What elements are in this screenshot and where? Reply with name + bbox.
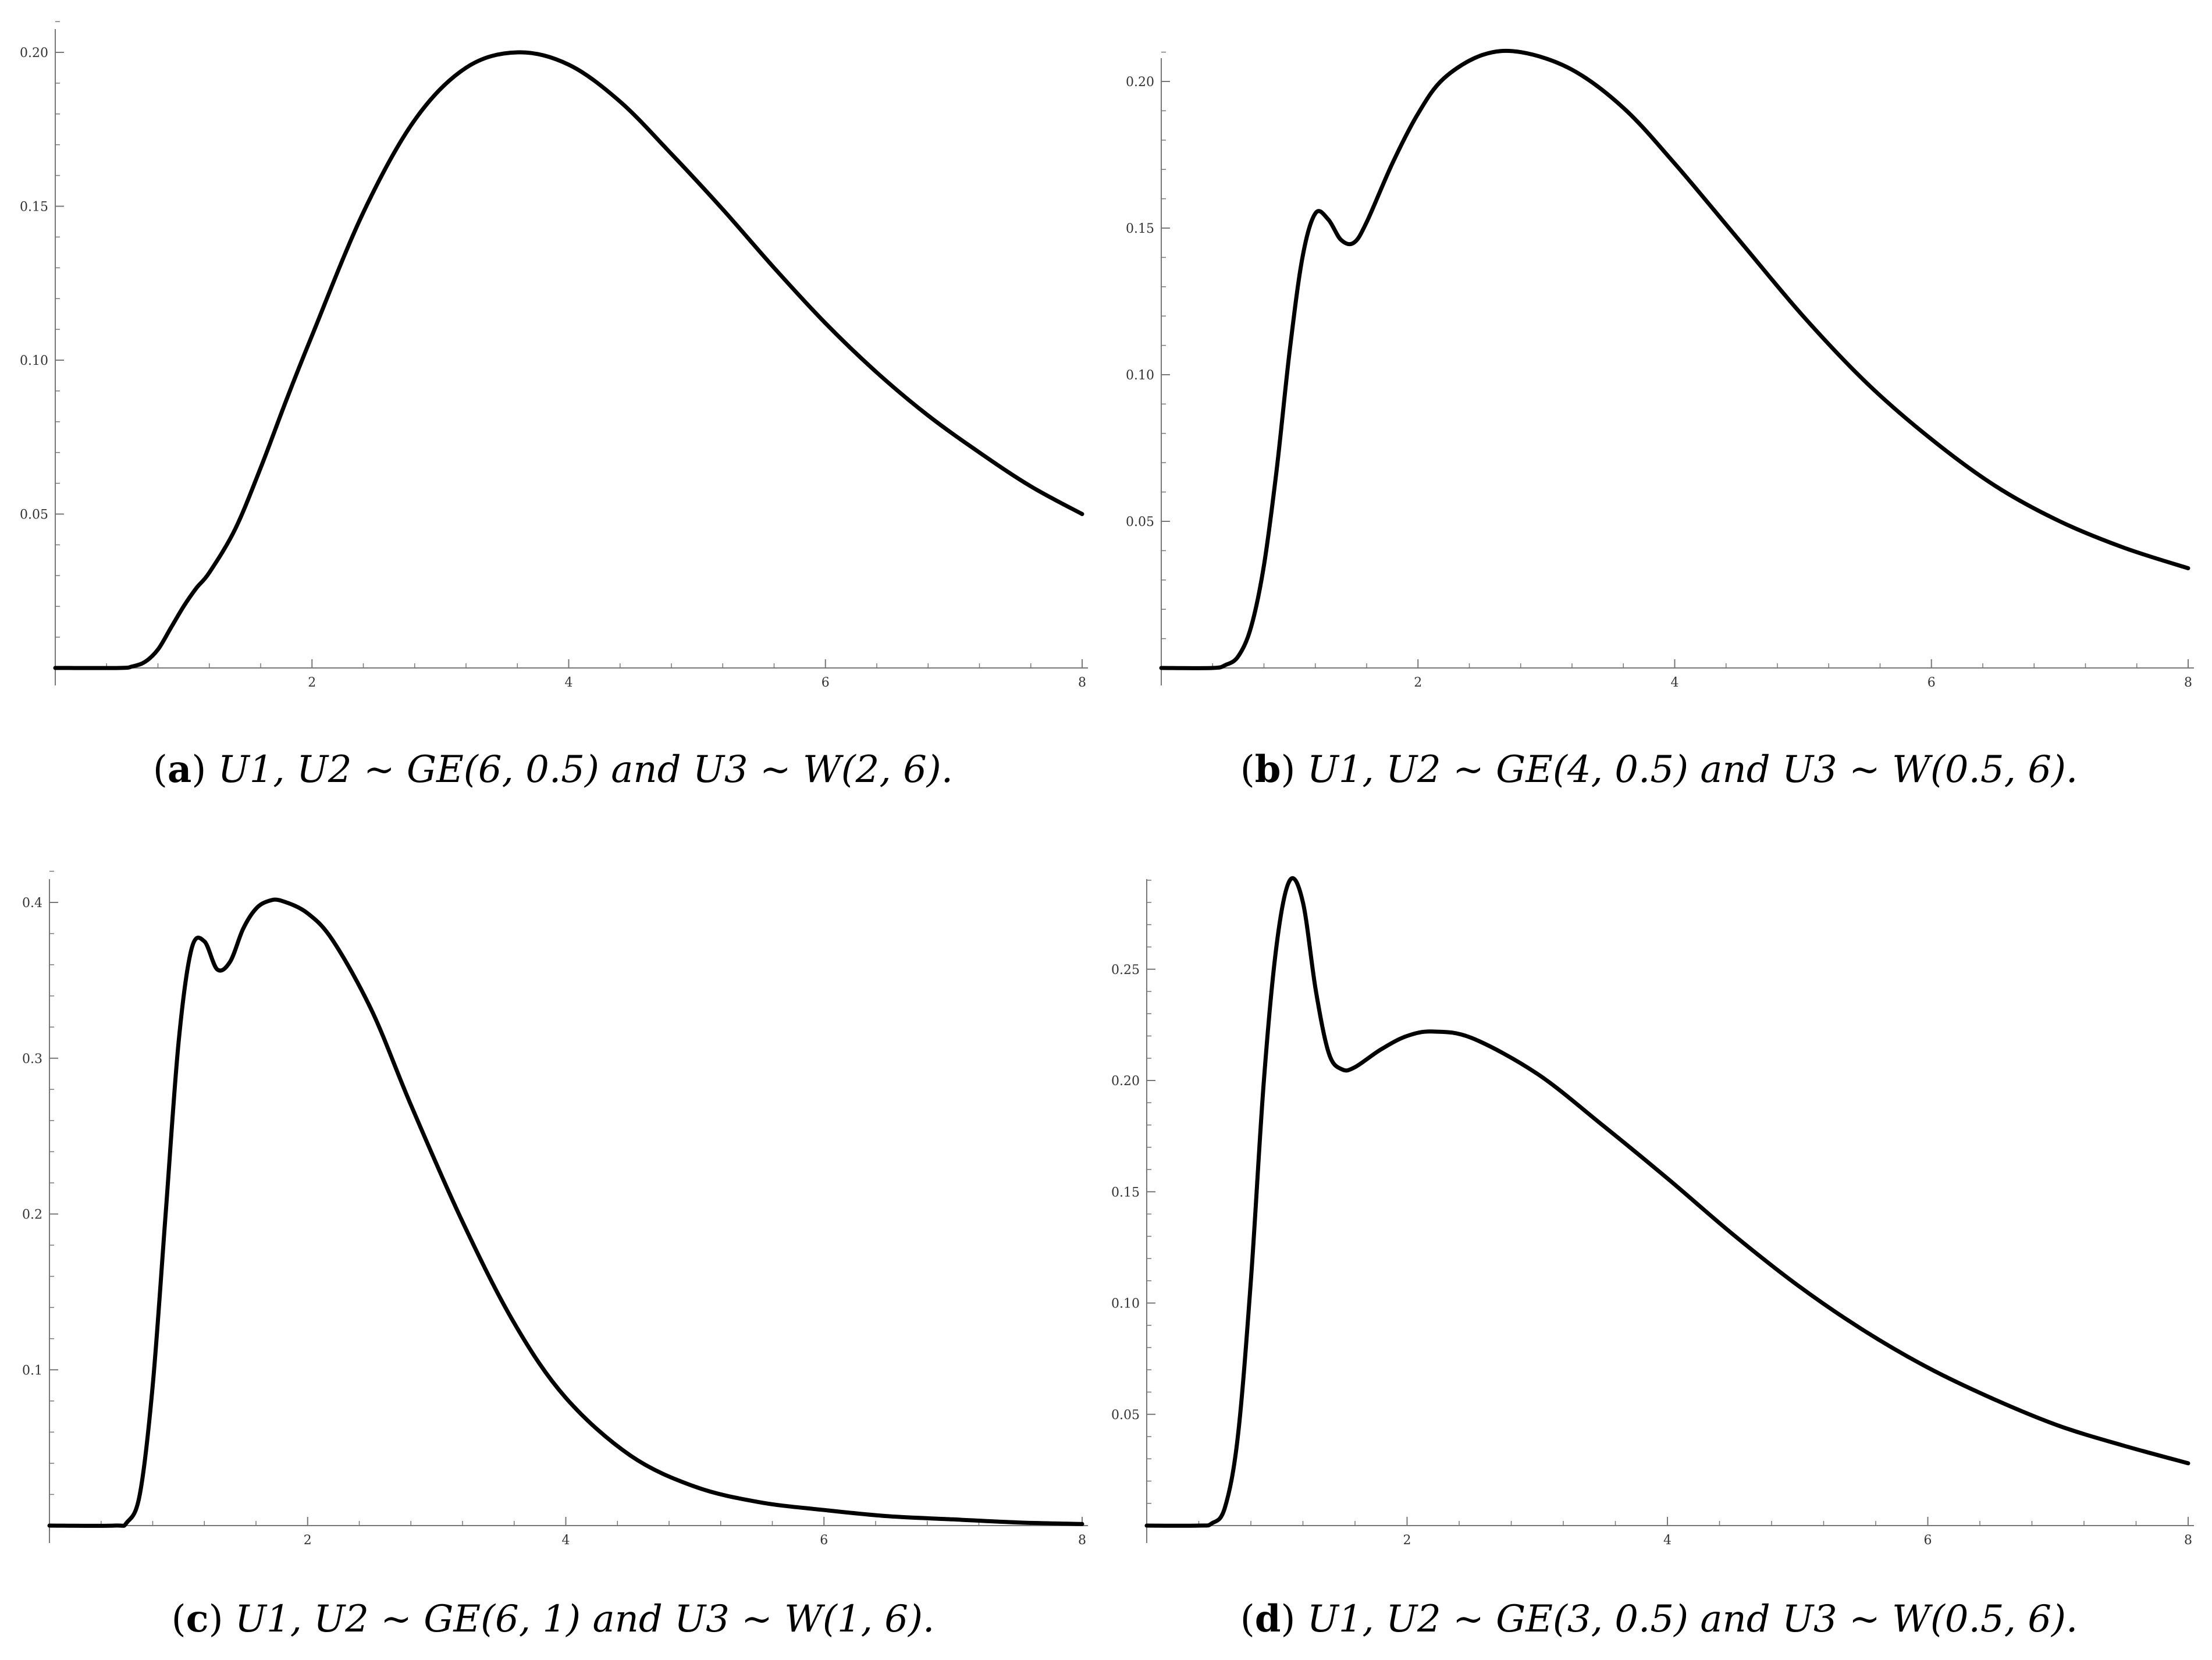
caption-b-text: U1, U2 ~ GE(4, 0.5) and U3 ~ W(0.5, 6). <box>1307 748 2078 791</box>
x-tick-label: 4 <box>1671 676 1679 690</box>
y-tick-label: 0.4 <box>22 896 42 911</box>
y-tick-label: 0.20 <box>1126 75 1154 90</box>
chart-d: 2 4 6 8 0.05 0.10 0.15 0.20 0.25 <box>1111 876 2194 1548</box>
chart-b: 2 4 6 8 0.05 0.10 0.15 0.20 <box>1126 48 2194 690</box>
chart-c: 2 4 6 8 0.1 0.2 0.3 0.4 <box>22 870 1088 1548</box>
y-tick-label: 0.10 <box>20 354 48 368</box>
caption-a-text: U1, U2 ~ GE(6, 0.5) and U3 ~ W(2, 6). <box>218 748 954 791</box>
density-curve <box>1144 876 2190 1528</box>
x-tick-label: 4 <box>565 676 573 690</box>
caption-d-text: U1, U2 ~ GE(3, 0.5) and U3 ~ W(0.5, 6). <box>1307 1598 2078 1641</box>
y-tick-label: 0.1 <box>22 1363 42 1378</box>
chart-a: 2 4 6 8 0.05 0.10 0.15 0.20 <box>20 21 1088 690</box>
x-tick-label: 4 <box>562 1533 570 1548</box>
caption-c-text: U1, U2 ~ GE(6, 1) and U3 ~ W(1, 6). <box>234 1598 935 1641</box>
y-tick-label: 0.2 <box>22 1208 42 1222</box>
x-tick-label: 8 <box>2184 1533 2192 1548</box>
x-tick-label: 6 <box>822 676 830 690</box>
x-tick-label: 2 <box>308 676 316 690</box>
y-tick-label: 0.15 <box>20 200 48 215</box>
y-tick-label: 0.20 <box>20 46 48 61</box>
x-tick-label: 2 <box>1414 676 1422 690</box>
x-tick-label: 2 <box>1403 1533 1411 1548</box>
x-tick-label: 6 <box>1928 676 1936 690</box>
density-curve <box>53 50 1084 670</box>
caption-a-label: a <box>167 748 192 791</box>
caption-b: (b) U1, U2 ~ GE(4, 0.5) and U3 ~ W(0.5, … <box>1240 748 2078 791</box>
y-tick-label: 0.05 <box>1126 515 1154 529</box>
x-tick-label: 2 <box>304 1533 312 1548</box>
x-tick-label: 8 <box>1078 1533 1086 1548</box>
caption-c: (c) U1, U2 ~ GE(6, 1) and U3 ~ W(1, 6). <box>171 1597 935 1641</box>
y-tick-label: 0.3 <box>22 1052 42 1067</box>
y-tick-label: 0.15 <box>1111 1185 1140 1200</box>
x-tick-label: 4 <box>1663 1533 1672 1548</box>
y-tick-label: 0.05 <box>20 508 48 522</box>
caption-b-label: b <box>1254 748 1281 791</box>
caption-a: (a) U1, U2 ~ GE(6, 0.5) and U3 ~ W(2, 6)… <box>152 748 954 791</box>
caption-d: (d) U1, U2 ~ GE(3, 0.5) and U3 ~ W(0.5, … <box>1240 1597 2078 1641</box>
caption-c-label: c <box>186 1597 209 1641</box>
y-tick-label: 0.25 <box>1111 963 1140 977</box>
y-tick-label: 0.10 <box>1126 368 1154 383</box>
y-tick-label: 0.05 <box>1111 1408 1140 1423</box>
y-tick-label: 0.20 <box>1111 1074 1140 1089</box>
x-tick-label: 6 <box>820 1533 828 1548</box>
caption-d-label: d <box>1254 1597 1281 1641</box>
x-tick-label: 6 <box>1924 1533 1932 1548</box>
x-tick-label: 8 <box>1078 676 1086 690</box>
y-tick-label: 0.15 <box>1126 222 1154 236</box>
y-tick-label: 0.10 <box>1111 1297 1140 1311</box>
density-curve <box>1159 48 2190 670</box>
density-curve <box>47 897 1084 1528</box>
x-tick-label: 8 <box>2184 676 2192 690</box>
